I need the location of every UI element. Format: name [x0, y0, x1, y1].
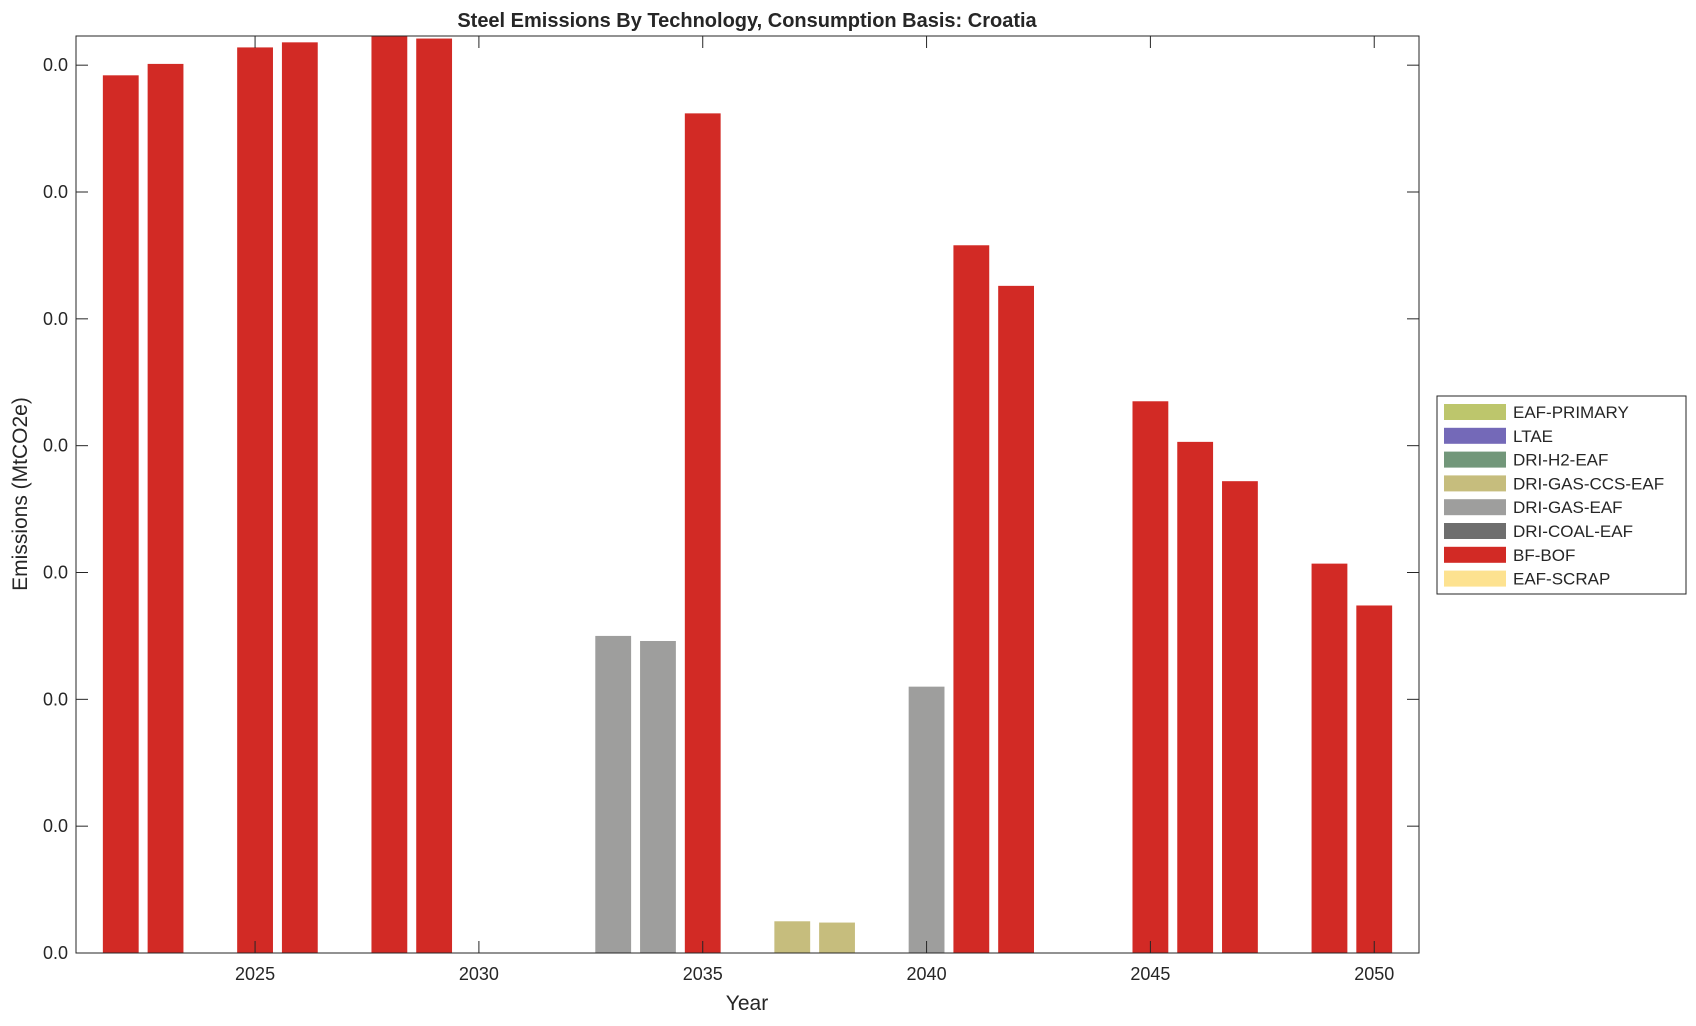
bar-2033-dri-gas-eaf [595, 635, 632, 953]
bar-2050-bf-bof [1356, 605, 1393, 953]
bar-2034-dri-gas-eaf [640, 640, 676, 953]
bar-2029-bf-bof [416, 38, 453, 954]
bar-2028-bf-bof [371, 36, 408, 953]
legend-swatch-dri-gas-eaf [1444, 499, 1506, 516]
bar-2042-bf-bof [998, 285, 1035, 953]
legend-label: DRI-H2-EAF [1513, 451, 1608, 470]
bar-2035-bf-bof [684, 113, 721, 953]
bar-2025-bf-bof [237, 47, 273, 954]
bar-2022-bf-bof [102, 75, 139, 953]
x-axis: 2025 2030 2035 2040 2045 2050 [235, 36, 1394, 984]
x-tick-label: 2025 [235, 964, 275, 984]
bar-2040-dri-gas-eaf [908, 686, 945, 953]
legend-label: DRI-COAL-EAF [1513, 522, 1633, 541]
plot-area-border [75, 35, 1420, 954]
x-tick-label: 2040 [907, 964, 947, 984]
x-axis-label: Year [726, 992, 768, 1015]
y-tick-label: 0.0 [43, 816, 68, 836]
y-tick-label: 0.0 [43, 943, 68, 963]
bar-2045-bf-bof [1132, 401, 1169, 953]
legend-swatch-ltae [1444, 427, 1506, 444]
bar-2047-bf-bof [1222, 481, 1258, 953]
legend-label: EAF-SCRAP [1513, 570, 1610, 589]
y-tick-label: 0.0 [43, 309, 68, 329]
bar-2049-bf-bof [1311, 563, 1348, 953]
bar-2038-dri-gas-ccs-eaf [819, 922, 855, 953]
legend-swatch-dri-coal-eaf [1444, 523, 1506, 539]
legend-swatch-bf-bof [1444, 546, 1506, 563]
x-tick-label: 2035 [683, 964, 723, 984]
x-tick-label: 2030 [459, 964, 499, 984]
y-axis-label: Emissions (MtCO2e) [9, 397, 32, 591]
bars-group [102, 36, 1393, 954]
legend-label: DRI-GAS-CCS-EAF [1513, 474, 1664, 493]
legend-label: LTAE [1513, 427, 1553, 446]
y-tick-label: 0.0 [43, 182, 68, 202]
y-axis: 0.0 0.0 0.0 0.0 0.0 0.0 0.0 0.0 [43, 55, 1419, 963]
bar-2046-bf-bof [1177, 441, 1214, 953]
bar-2041-bf-bof [953, 245, 990, 953]
legend-swatch-eaf-scrap [1444, 570, 1506, 587]
y-tick-label: 0.0 [43, 689, 68, 709]
y-tick-label: 0.0 [43, 55, 68, 75]
chart-title: Steel Emissions By Technology, Consumpti… [457, 10, 1037, 32]
legend-label: DRI-GAS-EAF [1513, 498, 1623, 517]
x-tick-label: 2045 [1130, 964, 1170, 984]
y-tick-label: 0.0 [43, 563, 68, 583]
x-tick-label: 2050 [1354, 964, 1394, 984]
bar-2037-dri-gas-ccs-eaf [774, 921, 811, 953]
legend-label: EAF-PRIMARY [1513, 403, 1629, 422]
bar-2026-bf-bof [281, 42, 318, 954]
legend-swatch-eaf-primary [1444, 404, 1506, 420]
legend-swatch-dri-h2-eaf [1444, 451, 1506, 468]
y-tick-label: 0.0 [43, 436, 68, 456]
bar-2023-bf-bof [147, 63, 184, 953]
legend: EAF-PRIMARY LTAE DRI-H2-EAF DRI-GAS-CCS-EAF… [1436, 395, 1687, 595]
legend-label: BF-BOF [1513, 546, 1575, 565]
legend-swatch-dri-gas-ccs-eaf [1444, 475, 1506, 492]
